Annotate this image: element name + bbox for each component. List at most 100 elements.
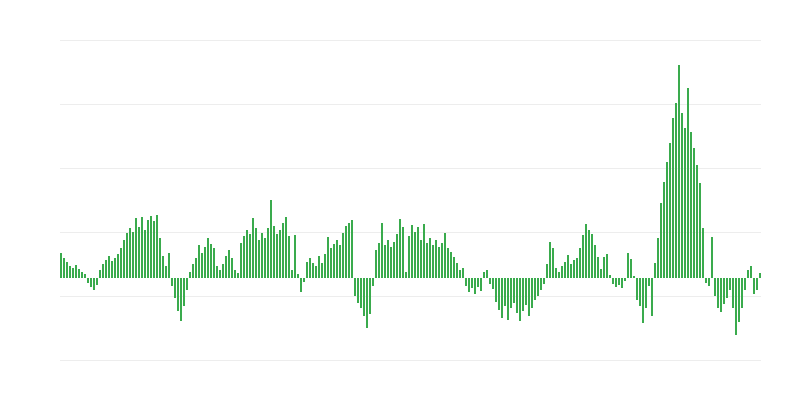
bar [354, 278, 356, 296]
bar [180, 278, 182, 321]
bar [684, 128, 686, 278]
bar [699, 183, 701, 278]
bar [501, 278, 503, 318]
bar [612, 278, 614, 284]
bar [117, 254, 119, 278]
bar [453, 257, 455, 278]
bar [297, 274, 299, 278]
bar [498, 278, 500, 310]
bar [459, 270, 461, 278]
bar [663, 182, 665, 278]
bar [720, 278, 722, 312]
bar [420, 240, 422, 278]
bar [360, 278, 362, 308]
bar [723, 278, 725, 304]
bar [471, 278, 473, 288]
bar [282, 223, 284, 278]
bar [249, 234, 251, 278]
bar [444, 233, 446, 278]
bar [522, 278, 524, 311]
bar [207, 238, 209, 278]
bar [240, 243, 242, 278]
bar [462, 268, 464, 278]
bar [492, 278, 494, 289]
bar [342, 233, 344, 278]
bar [246, 230, 248, 278]
bar [486, 270, 488, 278]
bar [357, 278, 359, 303]
bar [369, 278, 371, 314]
bar [264, 238, 266, 278]
bar [174, 278, 176, 298]
bar [603, 257, 605, 278]
bar [156, 215, 158, 278]
bar [69, 266, 71, 278]
bar [468, 278, 470, 292]
bar [252, 218, 254, 278]
bar [495, 278, 497, 302]
bar [504, 278, 506, 306]
bar [735, 278, 737, 335]
bar [648, 278, 650, 286]
bar [705, 278, 707, 283]
bar [585, 224, 587, 278]
bar [441, 243, 443, 278]
bar [549, 242, 551, 278]
bar [135, 218, 137, 278]
bar [201, 253, 203, 278]
bar [561, 266, 563, 278]
bar [672, 118, 674, 278]
bar [657, 238, 659, 278]
bar [276, 234, 278, 278]
bar [729, 278, 731, 290]
bar [96, 278, 98, 285]
bar [726, 278, 728, 298]
bar [132, 232, 134, 278]
bar [555, 268, 557, 278]
bar [645, 278, 647, 308]
bar [60, 253, 62, 278]
bar [192, 264, 194, 278]
bar [225, 256, 227, 278]
bar [315, 266, 317, 278]
bar [591, 234, 593, 278]
bar [366, 278, 368, 328]
bar [744, 278, 746, 290]
bar [567, 255, 569, 278]
bar [237, 273, 239, 278]
bar [339, 245, 341, 278]
bar [288, 236, 290, 278]
bar [381, 223, 383, 278]
bar [741, 278, 743, 308]
bar [546, 264, 548, 278]
bar [408, 236, 410, 278]
bar [708, 278, 710, 286]
bar [228, 250, 230, 278]
bar [396, 234, 398, 278]
bar [255, 228, 257, 278]
bar [171, 278, 173, 286]
bar [375, 250, 377, 278]
bar [291, 270, 293, 278]
bar [618, 278, 620, 285]
bar [516, 278, 518, 313]
bar [405, 272, 407, 278]
bar [525, 278, 527, 305]
bar [438, 247, 440, 278]
bar [627, 253, 629, 278]
bar [543, 278, 545, 284]
bar [753, 278, 755, 294]
bar [630, 259, 632, 278]
bar [219, 270, 221, 278]
bar [270, 200, 272, 278]
bar [105, 260, 107, 278]
bar [327, 237, 329, 278]
bar [204, 247, 206, 278]
bar [675, 103, 677, 278]
bar [387, 240, 389, 278]
bar [756, 278, 758, 290]
bar [519, 278, 521, 321]
bar [573, 260, 575, 278]
bar [294, 235, 296, 278]
bar [609, 275, 611, 278]
